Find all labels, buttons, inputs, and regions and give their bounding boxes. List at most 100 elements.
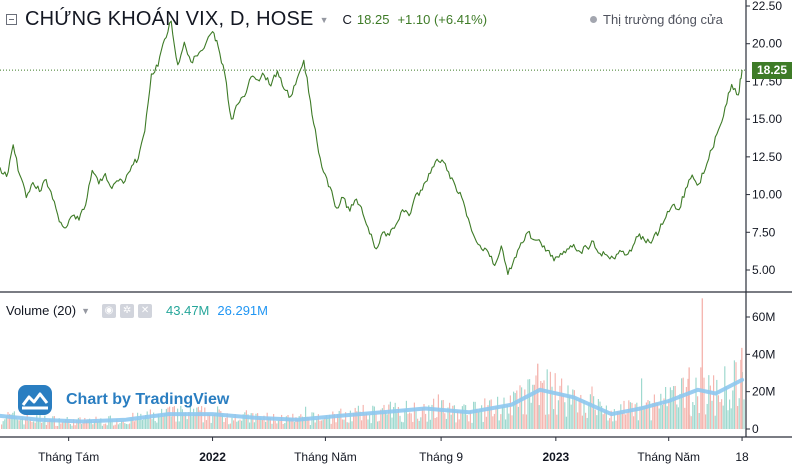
volume-bar — [700, 367, 702, 429]
volume-bar — [113, 425, 115, 429]
volume-bar — [639, 406, 641, 429]
volume-bar — [511, 415, 513, 429]
volume-bar — [453, 405, 455, 429]
volume-bar — [589, 394, 591, 429]
volume-bar — [50, 419, 52, 429]
volume-bar — [644, 405, 646, 429]
volume-bar — [413, 402, 415, 429]
volume-bar — [100, 418, 102, 429]
volume-bar — [602, 414, 604, 429]
volume-bar — [645, 402, 647, 429]
volume-bar — [548, 414, 550, 429]
volume-bar — [732, 390, 734, 429]
volume-bar — [474, 401, 476, 429]
volume-bar — [89, 418, 91, 429]
volume-bar — [141, 420, 143, 429]
volume-bar — [626, 413, 628, 429]
symbol-title[interactable]: CHỨNG KHOÁN VIX, D, HOSE — [25, 8, 314, 30]
volume-bar — [53, 416, 55, 429]
volume-bar — [737, 406, 739, 429]
volume-bar — [481, 405, 483, 429]
volume-bar — [508, 413, 510, 429]
volume-bar — [194, 414, 196, 429]
volume-bar — [306, 416, 308, 429]
volume-bar — [487, 405, 489, 429]
market-status-label: Thị trường đóng cửa — [603, 12, 723, 27]
volume-bar — [226, 413, 228, 429]
volume-bar — [634, 404, 636, 429]
volume-bar — [637, 420, 639, 429]
volume-bar — [335, 422, 337, 429]
volume-bar — [181, 409, 183, 429]
volume-bar — [215, 412, 217, 429]
price-axis-tick: 7.50 — [752, 225, 776, 239]
close-icon[interactable]: ✕ — [138, 303, 153, 318]
volume-bar — [354, 407, 356, 429]
volume-bar — [399, 415, 401, 429]
tradingview-watermark[interactable]: Chart by TradingView — [18, 385, 229, 415]
volume-bar — [13, 411, 15, 429]
price-line — [0, 20, 743, 276]
volume-title[interactable]: Volume (20) — [6, 303, 77, 318]
watermark-text: Chart by TradingView — [66, 391, 230, 408]
price-axis-tick: 22.50 — [752, 0, 782, 13]
volume-bar — [583, 400, 585, 429]
volume-header: Volume (20) ▼ ◉ ✲ ✕ 43.47M 26.291M — [6, 303, 268, 318]
volume-bar — [311, 412, 313, 429]
volume-bar — [372, 405, 374, 429]
volume-bar — [594, 409, 596, 429]
volume-ma-value: 26.291M — [217, 303, 268, 318]
volume-bar — [285, 416, 287, 429]
volume-bar — [705, 414, 707, 429]
volume-bar — [31, 421, 33, 429]
volume-bar — [671, 390, 673, 429]
chevron-down-icon[interactable]: ▼ — [81, 305, 91, 316]
volume-bar — [271, 423, 273, 429]
volume-bar — [33, 421, 35, 429]
volume-bar — [117, 424, 119, 429]
volume-bar — [388, 404, 390, 429]
volume-bar — [210, 422, 212, 429]
volume-bar — [585, 412, 587, 429]
volume-bar — [9, 413, 11, 429]
collapse-icon[interactable] — [6, 14, 17, 25]
volume-bar — [23, 424, 25, 429]
settings-icon[interactable]: ✲ — [120, 303, 135, 318]
volume-bar — [367, 419, 369, 429]
volume-bar — [297, 419, 299, 429]
volume-bar — [673, 386, 675, 429]
volume-bar — [580, 394, 582, 429]
volume-bar — [197, 406, 199, 429]
visibility-icon[interactable]: ◉ — [102, 303, 117, 318]
volume-bar — [460, 411, 462, 429]
volume-bar — [245, 410, 247, 429]
close-value: 18.25 — [356, 12, 390, 27]
volume-bar — [692, 402, 694, 429]
volume-bar — [396, 412, 398, 429]
chevron-down-icon[interactable]: ▼ — [319, 14, 329, 25]
volume-bar — [601, 405, 603, 429]
volume-bar — [45, 424, 47, 429]
time-axis-tick: Tháng Tám — [38, 450, 99, 464]
volume-bar — [242, 414, 244, 429]
volume-bar — [743, 399, 745, 429]
volume-bar — [17, 419, 19, 429]
volume-bar — [44, 415, 46, 429]
volume-bar — [124, 423, 126, 429]
volume-bar — [314, 422, 316, 429]
volume-bar — [682, 377, 684, 429]
volume-bar — [4, 419, 6, 429]
volume-bar — [578, 399, 580, 429]
volume-bar — [613, 409, 615, 429]
volume-bar — [183, 412, 185, 429]
volume-bar — [20, 419, 22, 429]
volume-bar — [239, 419, 241, 429]
volume-bar — [260, 417, 262, 429]
volume-bar — [116, 419, 118, 429]
volume-bar — [34, 422, 36, 429]
volume-bar — [596, 415, 598, 429]
volume-bar — [180, 405, 182, 429]
volume-axis-tick: 20M — [752, 385, 775, 399]
volume-bar — [202, 422, 204, 429]
